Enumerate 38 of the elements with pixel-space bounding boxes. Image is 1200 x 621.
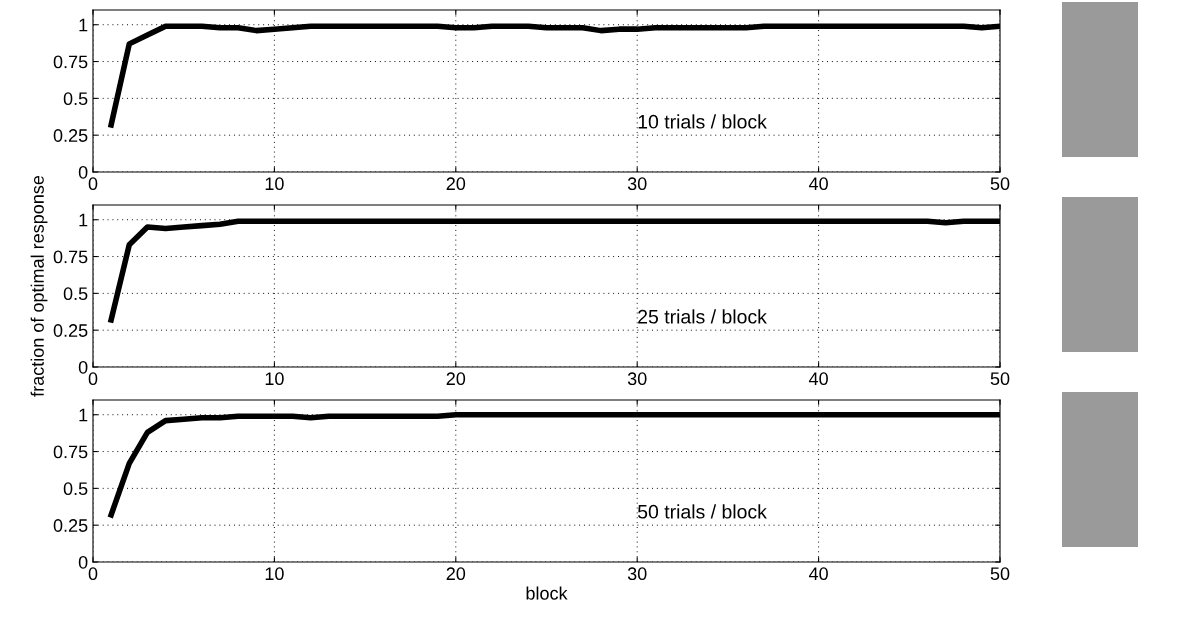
annotation: 10 trials / block (638, 114, 767, 129)
y-tick-label: 1 (79, 213, 88, 227)
x-tick-label: 0 (88, 372, 98, 386)
x-tick-label: 0 (88, 567, 98, 581)
y-tick-label: 0.75 (53, 250, 88, 264)
y-tick-label: 0.75 (53, 55, 88, 69)
x-tick-label: 10 (265, 567, 284, 581)
y-tick-label: 0.5 (63, 92, 88, 106)
y-axis-title: fraction of optimal response (30, 175, 48, 397)
x-tick-label: 30 (627, 177, 647, 191)
x-tick-label: 20 (446, 372, 466, 386)
x-tick-label: 50 (990, 372, 1010, 386)
y-tick-label: 0.25 (53, 129, 88, 142)
y-tick-label: 0 (78, 165, 88, 179)
x-tick-label: 40 (808, 177, 828, 191)
x-tick-label: 30 (627, 567, 647, 581)
x-tick-label: 40 (808, 372, 828, 386)
y-tick-label: 0.25 (53, 519, 88, 532)
y-tick-label: 0.75 (53, 445, 88, 459)
x-axis-title: block (526, 586, 568, 600)
y-tick-label: 0 (78, 360, 88, 374)
y-tick-label: 0.5 (63, 482, 88, 496)
y-tick-label: 0.25 (53, 324, 88, 337)
y-tick-label: 0.5 (63, 287, 88, 301)
annotation: 50 trials / block (637, 504, 767, 519)
x-tick-label: 10 (265, 372, 284, 386)
x-tick-label: 10 (265, 177, 284, 191)
y-tick-label: 1 (79, 18, 88, 32)
x-tick-label: 50 (990, 177, 1010, 191)
x-tick-label: 20 (446, 567, 466, 581)
y-tick-label: 1 (79, 408, 88, 422)
x-tick-label: 40 (808, 567, 828, 581)
x-tick-label: 30 (627, 372, 647, 386)
x-tick-label: 20 (446, 177, 466, 191)
x-tick-label: 0 (88, 177, 98, 191)
x-tick-label: 50 (990, 567, 1010, 581)
y-tick-label: 0 (78, 555, 88, 569)
annotation: 25 trials / block (638, 309, 767, 324)
